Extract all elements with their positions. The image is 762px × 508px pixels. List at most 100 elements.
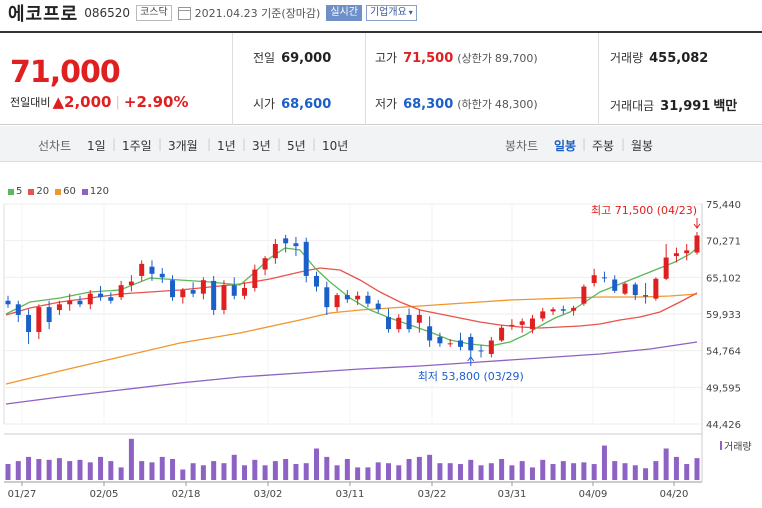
volume-bar (375, 462, 381, 480)
volume-bar (36, 459, 42, 480)
prev-value: 69,000 (281, 51, 332, 66)
x-tick-label: 03/22 (418, 489, 447, 500)
volume-bar (314, 448, 320, 480)
volume-bar (128, 438, 134, 480)
volume-bar (211, 461, 217, 480)
candle-body (468, 336, 474, 351)
x-tick-label: 04/20 (660, 489, 689, 500)
candle-body (242, 287, 248, 296)
chevron-down-icon: ▾ (408, 8, 413, 17)
x-tick-label: 02/05 (90, 489, 119, 500)
legend-ma5: 5 (8, 186, 22, 197)
volume-bar (159, 456, 165, 480)
volume-bar (396, 465, 402, 480)
candle-body (478, 350, 484, 352)
tab-1w[interactable]: 1주일 (122, 139, 152, 153)
tab-3y[interactable]: 3년 (252, 139, 271, 153)
tab-daily[interactable]: 일봉 (554, 139, 577, 153)
volume-bar (283, 459, 289, 480)
tab-weekly[interactable]: 주봉 (592, 139, 615, 153)
volume-bar (612, 461, 618, 480)
y-tick-label: 54,764 (706, 347, 741, 358)
volume-bar (499, 459, 505, 480)
y-tick-label: 49,595 (706, 383, 741, 394)
tab-monthly[interactable]: 월봉 (631, 139, 654, 153)
candle-body (632, 284, 638, 296)
divider (598, 33, 599, 125)
volume-bar (581, 462, 587, 480)
y-tick-label: 59,933 (706, 310, 741, 321)
candle-body (344, 295, 350, 300)
volume-bar (694, 458, 700, 480)
tab-5y[interactable]: 5년 (287, 139, 306, 153)
volume-bar (365, 467, 371, 480)
candle-chart-label: 봉차트 (505, 139, 539, 153)
quote-date: 2021.04.23 기준(장마감) (195, 5, 321, 21)
candle-body (396, 317, 402, 330)
volume-bar (272, 461, 278, 480)
volume-bar (324, 456, 330, 480)
price-change: 전일대비 ▲2,000 | +2.90% (10, 93, 188, 111)
ma20-line (5, 267, 698, 329)
volume-bar (509, 465, 515, 480)
ma120-line (5, 341, 698, 405)
change-percent: +2.90% (123, 93, 189, 111)
candle-body (108, 297, 114, 301)
quote-panel: 71,000 전일대비 ▲2,000 | +2.90% 전일 69,000 고가 7… (0, 31, 762, 125)
candle-body (67, 300, 73, 305)
tab-3m[interactable]: 3개월 (168, 139, 198, 153)
legend-ma20: 20 (28, 186, 49, 197)
volume-bar (406, 459, 412, 480)
volume-bar (56, 458, 62, 480)
legend-swatch (8, 188, 14, 195)
volume-bar (5, 464, 11, 480)
candle-body (519, 321, 525, 325)
company-info-button[interactable]: 기업개요 ▾ (365, 5, 417, 21)
candle-body (571, 307, 577, 311)
volume-bar (170, 459, 176, 480)
volume-bar (529, 467, 535, 480)
low-label: 저가 (375, 97, 398, 111)
tab-10y[interactable]: 10년 (322, 139, 349, 153)
candle-body (324, 287, 330, 308)
volume-bar (478, 465, 484, 480)
legend-ma60: 60 (55, 186, 76, 197)
period-toolbar: 선차트 1일 | 1주일 | 3개월 | 1년 | 3년 | 5년 | 10년 … (0, 126, 762, 162)
x-tick-label: 03/11 (336, 489, 365, 500)
volume: 거래량 455,082 (610, 49, 708, 66)
candle-body (272, 244, 278, 259)
volume-bar (77, 459, 83, 480)
y-tick-label: 70,271 (706, 237, 741, 248)
tab-1d[interactable]: 1일 (87, 139, 106, 153)
stock-header: 에코프로 086520 코스닥 2021.04.23 기준(장마감) 실시간 기… (0, 0, 762, 26)
candle-body (694, 235, 700, 253)
candle-body (180, 290, 186, 298)
change-amount: 2,000 (64, 93, 112, 111)
candle-body (488, 340, 494, 354)
volume-bar (252, 459, 258, 480)
candle-body (406, 314, 412, 330)
line-chart-label: 선차트 (38, 139, 72, 153)
candle-body (457, 340, 463, 347)
volume-bar (180, 469, 186, 480)
volume-bar (98, 456, 104, 480)
candle-body (355, 295, 361, 300)
candle-body (200, 280, 206, 294)
legend-swatch (28, 188, 35, 195)
candle-body (499, 327, 505, 341)
candle-body (314, 275, 320, 287)
volume-bar (46, 459, 52, 480)
volume-bar (416, 456, 422, 480)
max-annotation: 최고 71,500 (04/23) (591, 204, 697, 217)
legend-ma120: 120 (81, 186, 109, 197)
candle-body (365, 295, 371, 304)
volume-bar (437, 463, 443, 480)
tab-1y[interactable]: 1년 (217, 139, 236, 153)
realtime-button[interactable]: 실시간 (326, 5, 362, 21)
open-label: 시가 (253, 97, 276, 111)
volume-bar (15, 461, 21, 480)
amount-value: 31,991 (660, 99, 711, 114)
candle-body (170, 280, 176, 298)
x-tick-label: 01/27 (8, 489, 37, 500)
legend-label: 20 (36, 186, 50, 197)
